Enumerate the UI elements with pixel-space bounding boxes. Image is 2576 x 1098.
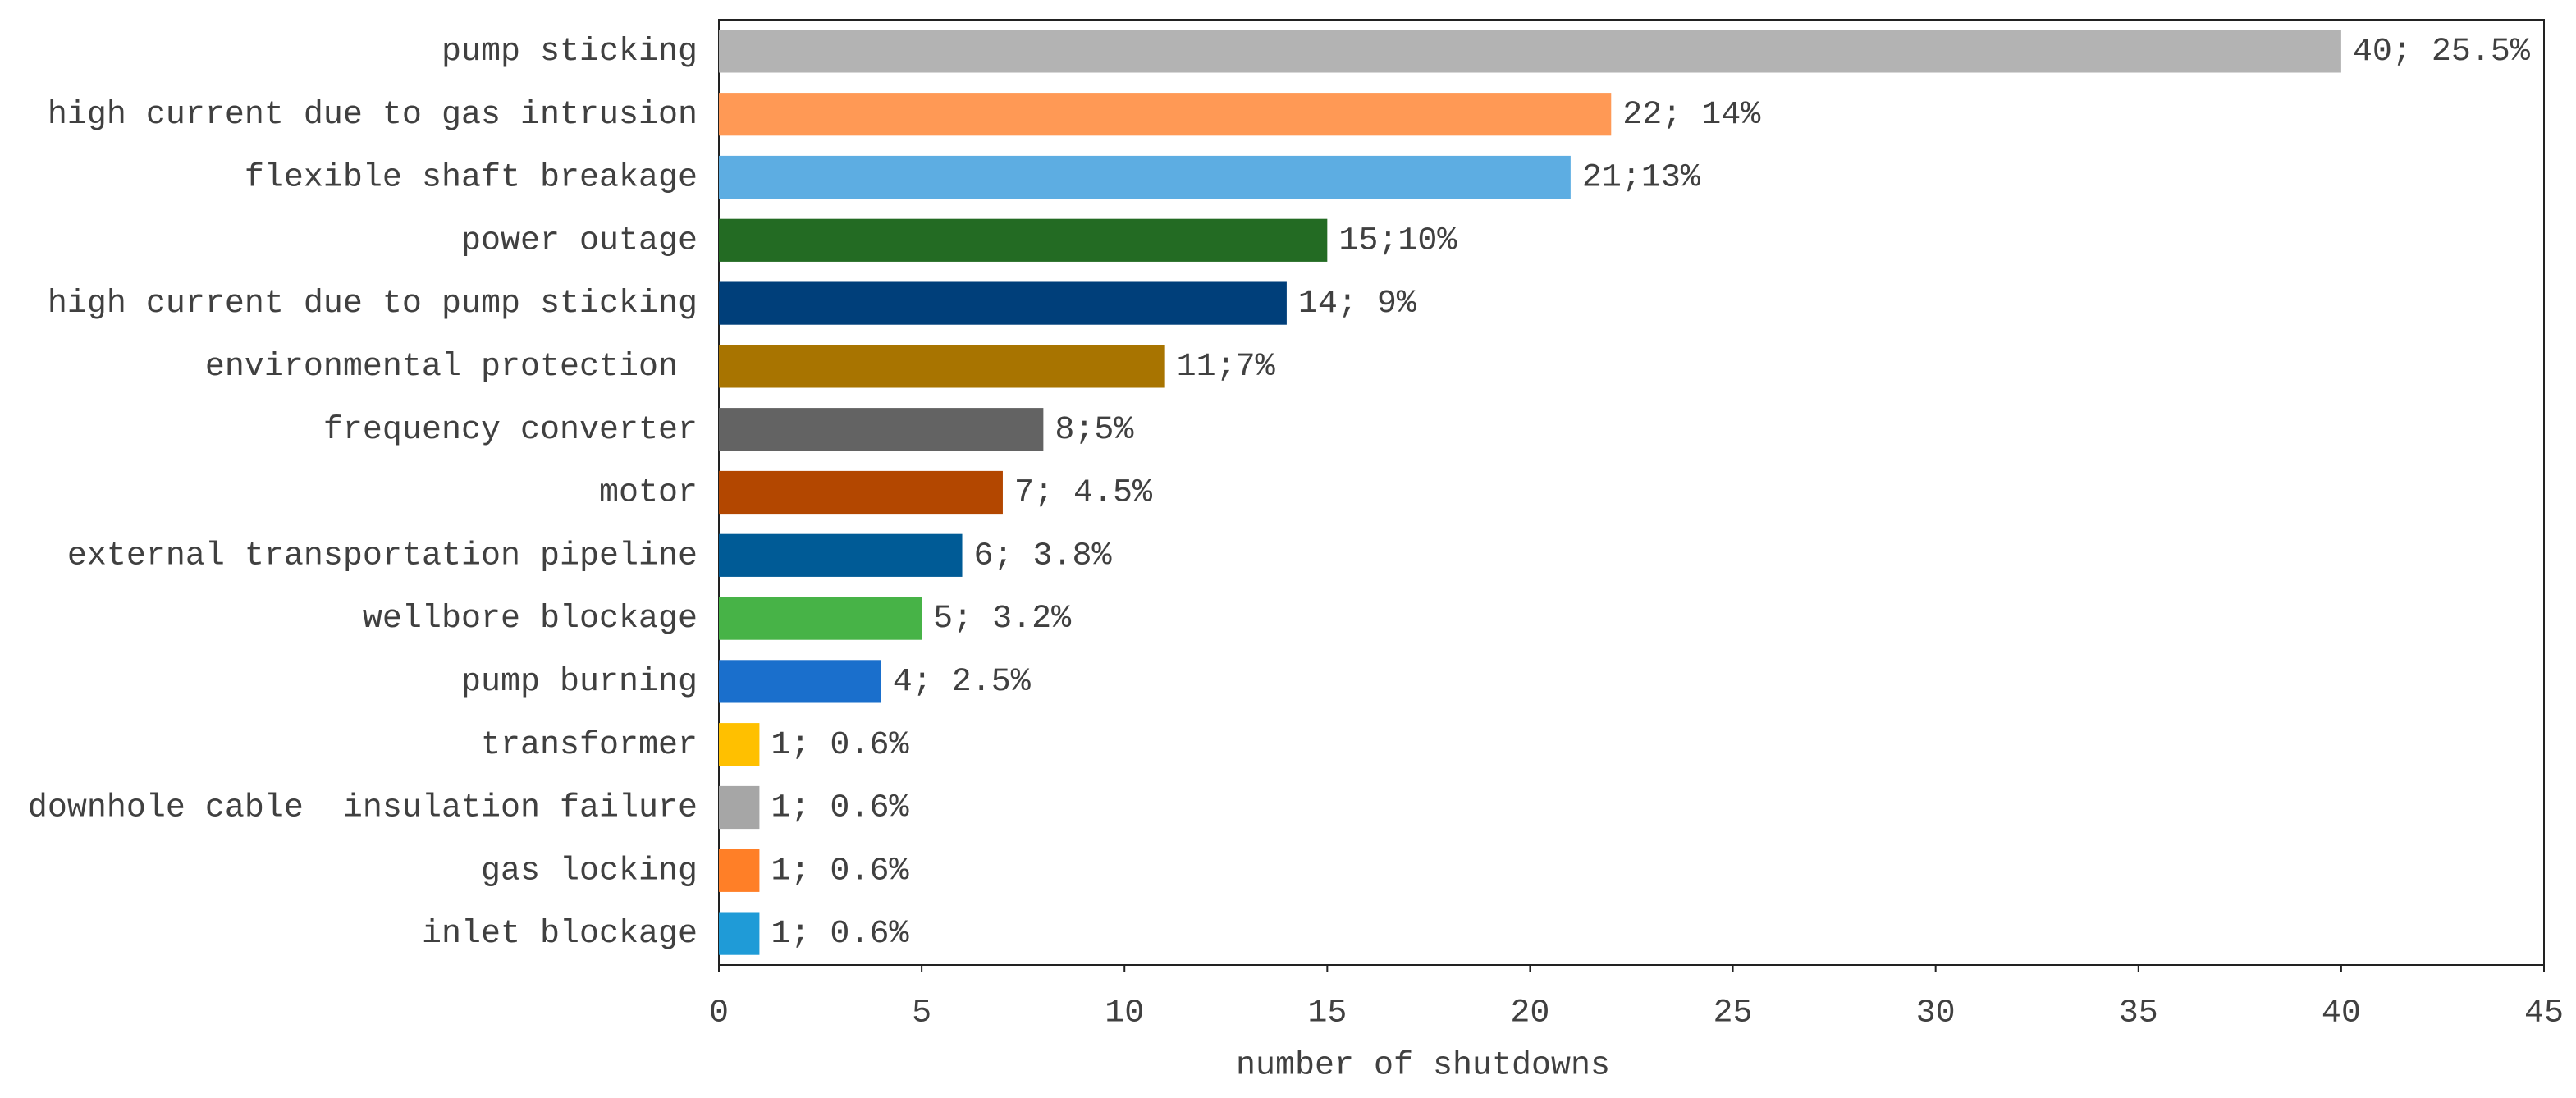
- data-label: 1; 0.6%: [771, 727, 909, 764]
- y-tick-label: inlet blockage: [422, 916, 698, 953]
- y-tick-label: gas locking: [481, 853, 698, 890]
- bar: [719, 723, 760, 766]
- data-label: 7; 4.5%: [1014, 475, 1153, 512]
- y-tick-label: high current due to gas intrusion: [48, 97, 698, 134]
- bar: [719, 345, 1165, 388]
- x-tick-label: 30: [1916, 995, 1956, 1032]
- data-label: 8;5%: [1055, 412, 1134, 449]
- data-label: 1; 0.6%: [771, 853, 909, 890]
- data-label: 40; 25.5%: [2353, 34, 2531, 71]
- x-tick-label: 0: [709, 995, 729, 1032]
- y-tick-label: high current due to pump sticking: [48, 286, 698, 323]
- bar: [719, 30, 2341, 73]
- data-label: 14; 9%: [1298, 286, 1417, 323]
- x-tick-label: 45: [2524, 995, 2564, 1032]
- x-tick-label: 10: [1105, 995, 1144, 1032]
- x-tick-label: 15: [1307, 995, 1347, 1032]
- data-label: 22; 14%: [1622, 97, 1761, 134]
- data-label: 1; 0.6%: [771, 790, 909, 827]
- y-tick-label: pump sticking: [442, 34, 698, 71]
- y-tick-label: downhole cable insulation failure: [28, 790, 698, 827]
- bar: [719, 849, 760, 892]
- bar: [719, 470, 1003, 515]
- y-tick-label: pump burning: [461, 664, 698, 701]
- bar: [719, 155, 1571, 199]
- y-tick-label: power outage: [461, 222, 698, 259]
- bar: [719, 912, 760, 955]
- x-tick-label: 5: [912, 995, 931, 1032]
- bar: [719, 785, 760, 830]
- y-tick-label: wellbore blockage: [363, 601, 698, 638]
- bar: [719, 93, 1612, 136]
- bar: [719, 408, 1044, 451]
- bar: [719, 597, 922, 640]
- data-label: 15;10%: [1338, 222, 1457, 259]
- y-tick-label: transformer: [481, 727, 698, 764]
- data-label: 21;13%: [1582, 160, 1701, 197]
- bar: [719, 281, 1287, 325]
- x-tick-label: 25: [1714, 995, 1753, 1032]
- y-tick-label: motor: [599, 475, 698, 512]
- data-label: 6; 3.8%: [974, 538, 1113, 574]
- bar: [719, 660, 881, 703]
- data-label: 1; 0.6%: [771, 916, 909, 953]
- data-label: 11;7%: [1177, 349, 1276, 386]
- y-tick-label: frequency converter: [323, 412, 698, 449]
- bar: [719, 533, 963, 577]
- y-tick-label: environmental protection: [205, 349, 698, 386]
- y-tick-label: flexible shaft breakage: [245, 160, 698, 197]
- data-label: 5; 3.2%: [933, 601, 1072, 638]
- data-label: 4; 2.5%: [893, 664, 1032, 701]
- y-tick-label: external transportation pipeline: [67, 538, 698, 574]
- x-tick-label: 20: [1510, 995, 1549, 1032]
- x-tick-label: 40: [2322, 995, 2361, 1032]
- x-tick-label: 35: [2119, 995, 2158, 1032]
- x-axis-title: number of shutdowns: [1236, 1048, 1610, 1085]
- bar: [719, 218, 1328, 262]
